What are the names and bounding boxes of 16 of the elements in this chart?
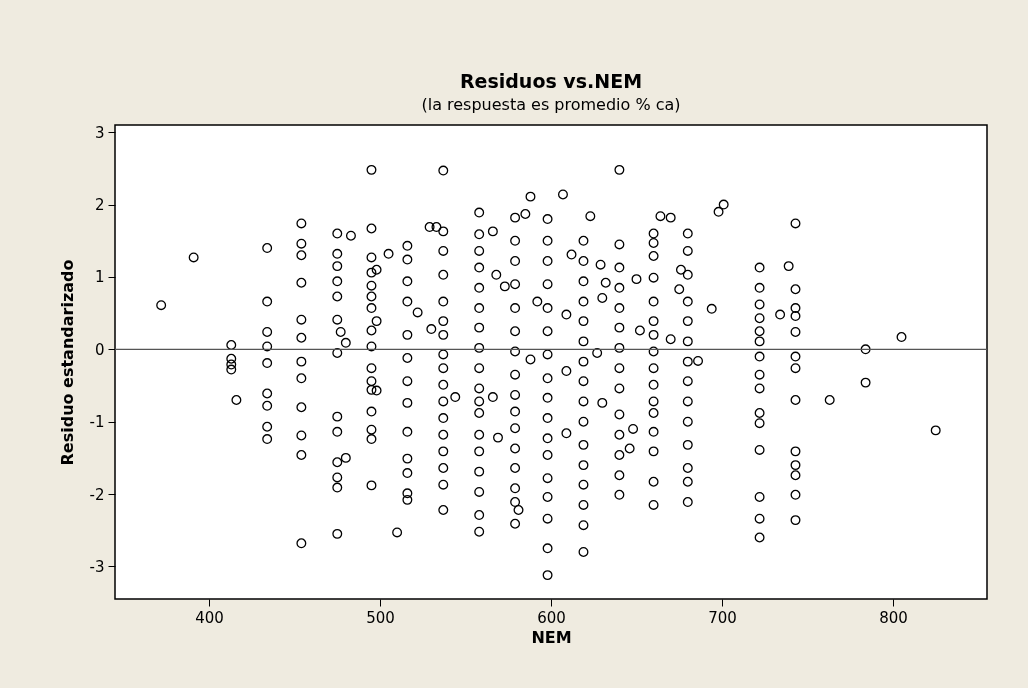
chart-title: Residuos vs.NEM [459,70,643,92]
chart-subtitle: (la respuesta es promedio % ca) [421,95,681,114]
x-tick-label: 800 [879,608,908,627]
x-tick-label: 700 [708,608,737,627]
y-tick-label: -3 [89,557,105,576]
y-axis-title: Residuo estandarizado [57,259,77,466]
y-tick-label: 3 [94,123,105,142]
x-tick-label: 500 [366,608,395,627]
x-axis-title: NEM [531,627,572,647]
x-tick-label: 400 [195,608,224,627]
y-tick-label: 1 [94,268,105,287]
x-tick-label: 600 [537,608,566,627]
y-tick-label: -1 [89,413,105,432]
y-tick-label: 2 [94,196,105,215]
y-tick-label: -2 [89,485,105,504]
y-tick-label: 0 [94,340,105,359]
